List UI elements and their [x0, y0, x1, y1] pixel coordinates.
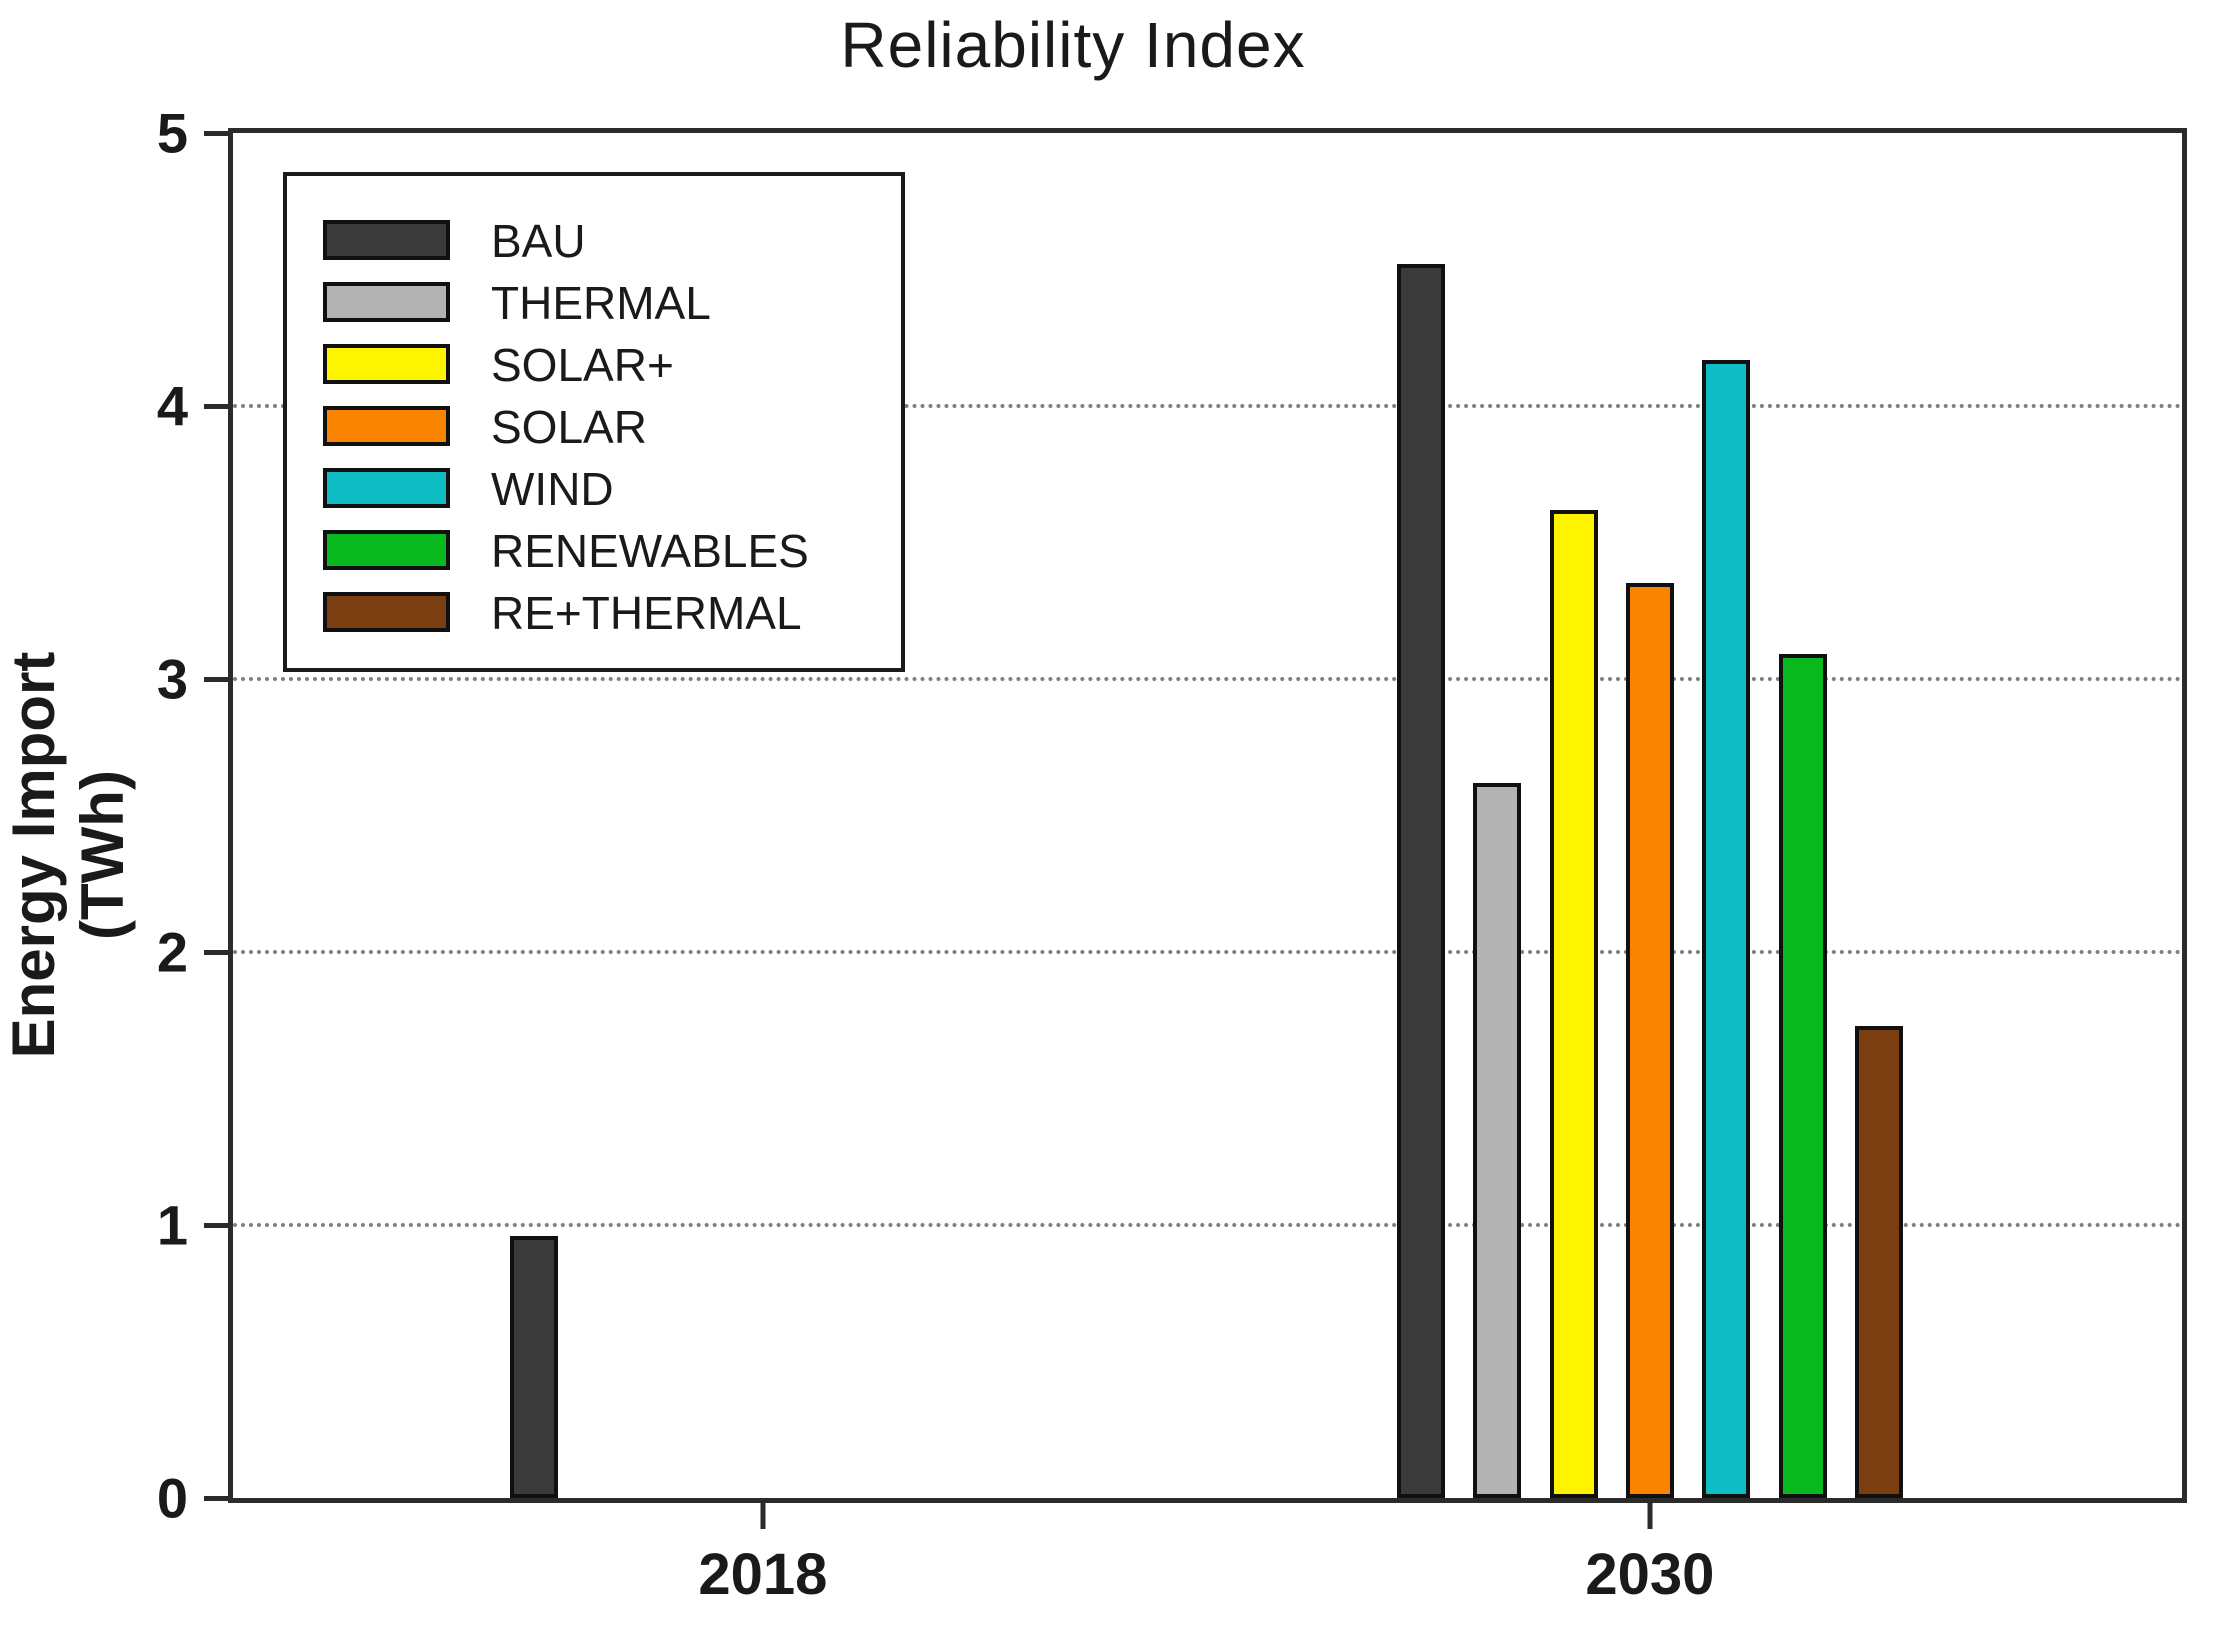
bar-2030-THERMAL [1473, 782, 1522, 1498]
legend-row-RENEWABLES: RENEWABLES [287, 525, 901, 578]
legend-row-BAU: BAU [287, 215, 901, 268]
bar-2030-RENEWABLES [1778, 654, 1827, 1498]
legend-label-WIND: WIND [491, 463, 614, 515]
chart-title: Reliability Index [840, 9, 1306, 81]
gridline-4 [233, 404, 2182, 408]
bar-2030-SOLAR [1625, 583, 1674, 1498]
y-tick-label-4: 4 [156, 374, 188, 438]
legend-label-SOLAR+: SOLAR+ [491, 339, 674, 391]
legend: BAU THERMAL SOLAR+ SOLAR WIND RENEWABLES RE+TH… [283, 172, 905, 672]
bar-2018-BAU [510, 1235, 559, 1498]
legend-label-RENEWABLES: RENEWABLES [491, 525, 809, 577]
legend-row-SOLAR: SOLAR [287, 401, 901, 454]
legend-swatch-BAU [323, 220, 450, 260]
legend-swatch-RE+THERMAL [323, 592, 450, 632]
legend-swatch-RENEWABLES [323, 530, 450, 570]
x-tick-2018 [760, 1503, 766, 1529]
y-tick-label-0: 0 [156, 1466, 188, 1530]
y-tick-4 [204, 404, 228, 409]
y-tick-label-5: 5 [156, 101, 188, 165]
legend-label-THERMAL: THERMAL [491, 277, 711, 329]
legend-swatch-WIND [323, 468, 450, 508]
bar-2030-WIND [1702, 359, 1751, 1498]
legend-swatch-SOLAR [323, 406, 450, 446]
bar-2030-BAU [1397, 264, 1446, 1498]
x-tick-label-2030: 2030 [1585, 1542, 1715, 1607]
bar-2030-RE+THERMAL [1854, 1025, 1903, 1498]
y-tick-0 [204, 1496, 228, 1501]
legend-label-RE+THERMAL: RE+THERMAL [491, 587, 802, 639]
legend-label-SOLAR: SOLAR [491, 401, 647, 453]
y-tick-label-2: 2 [156, 920, 188, 984]
y-tick-label-1: 1 [156, 1193, 188, 1257]
y-tick-2 [204, 950, 228, 955]
legend-swatch-SOLAR+ [323, 344, 450, 384]
plot-area: 0 1 2 3 4 5 2018 2030 [157, 102, 2187, 1607]
x-tick-2030 [1647, 1503, 1653, 1529]
gridline-3 [233, 677, 2182, 681]
x-tick-label-2018: 2018 [698, 1542, 828, 1607]
legend-row-THERMAL: THERMAL [287, 277, 901, 330]
bar-2030-SOLAR+ [1549, 509, 1598, 1498]
legend-row-RE+THERMAL: RE+THERMAL [287, 587, 901, 640]
legend-row-WIND: WIND [287, 463, 901, 516]
y-tick-1 [204, 1223, 228, 1228]
gridline-2 [233, 950, 2182, 954]
y-tick-label-3: 3 [156, 647, 188, 711]
legend-row-SOLAR+: SOLAR+ [287, 339, 901, 392]
gridline-1 [233, 1223, 2182, 1227]
y-tick-5 [204, 131, 228, 136]
y-tick-3 [204, 677, 228, 682]
legend-swatch-THERMAL [323, 282, 450, 322]
legend-label-BAU: BAU [491, 215, 586, 267]
